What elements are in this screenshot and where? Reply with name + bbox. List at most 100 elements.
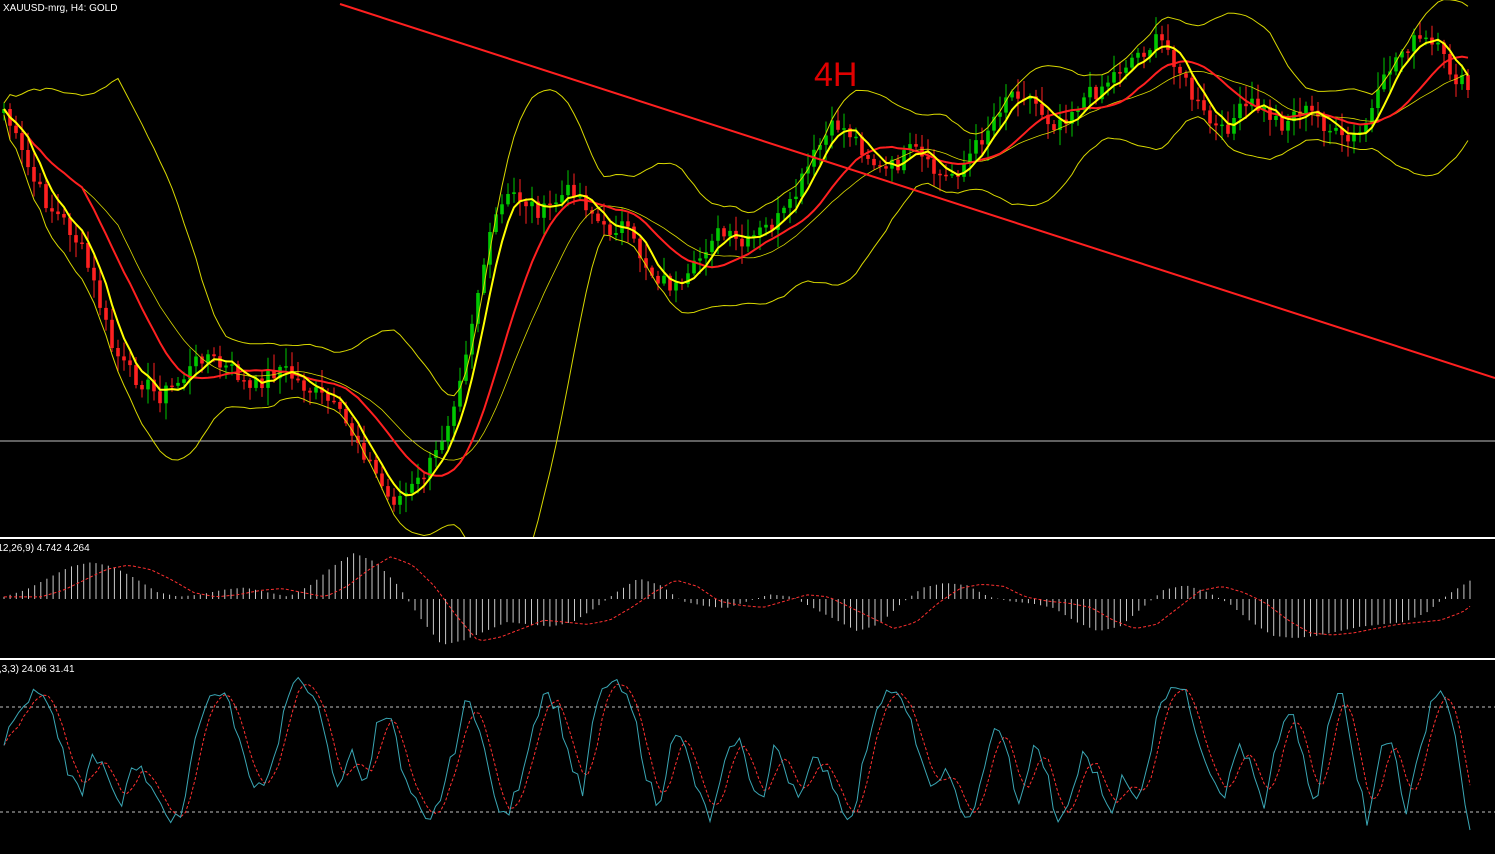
candle-body	[1148, 50, 1152, 57]
candle-body	[1394, 57, 1398, 72]
candle-body	[1082, 97, 1086, 110]
candle-body	[374, 459, 378, 474]
bollinger-upper-line	[3, 0, 1469, 397]
candle-body	[878, 165, 882, 167]
candle-body	[842, 128, 846, 130]
candle-body	[758, 227, 762, 236]
candle-body	[992, 116, 996, 131]
candle-body	[1352, 133, 1356, 142]
stochastic-main-line	[3, 676, 1471, 831]
candle-body	[1322, 116, 1326, 131]
candle-body	[140, 385, 144, 390]
chart-title: XAUUSD-mrg, H4: GOLD	[3, 3, 118, 14]
candle-body	[584, 195, 588, 211]
macd-label: (12,26,9) 4.742 4.264	[0, 543, 90, 554]
candle-body	[1028, 96, 1032, 100]
macd-canvas	[3, 553, 1471, 645]
candle-body	[1184, 73, 1188, 78]
candle-body	[170, 385, 174, 388]
candle-body	[932, 159, 936, 174]
candle-body	[1190, 77, 1194, 100]
candle-body	[1172, 49, 1176, 67]
candle-body	[302, 380, 306, 391]
candle-body	[686, 273, 690, 284]
candle-body	[128, 360, 132, 366]
candle-body	[788, 199, 792, 208]
fast-ma-line	[3, 38, 1469, 497]
candle-body	[1412, 35, 1416, 52]
candle-body	[848, 128, 852, 138]
candle-body	[1226, 124, 1230, 134]
macd-panel[interactable]: (12,26,9) 4.742 4.264	[0, 541, 1495, 658]
candle-body	[770, 224, 774, 230]
candle-body	[824, 135, 828, 145]
candle-body	[164, 385, 168, 404]
stochastic-label: (5,3,3) 24.06 31.41	[0, 664, 75, 675]
bollinger-middle-line	[3, 70, 1469, 461]
candle-body	[1418, 35, 1422, 39]
candle-body	[176, 382, 180, 386]
candle-body	[1208, 110, 1212, 124]
candle-body	[986, 130, 990, 145]
candle-body	[920, 146, 924, 157]
candle-body	[1238, 103, 1242, 118]
candle-body	[914, 144, 918, 147]
candle-body	[596, 213, 600, 222]
candle-body	[116, 348, 120, 357]
candle-body	[560, 195, 564, 203]
candle-body	[1112, 72, 1116, 83]
panel-separator[interactable]	[0, 658, 1495, 660]
candle-body	[464, 354, 468, 381]
stochastic-panel[interactable]: (5,3,3) 24.06 31.41	[0, 662, 1495, 854]
panel-separator[interactable]	[0, 537, 1495, 539]
candle-body	[92, 267, 96, 281]
candle-body	[740, 238, 744, 247]
candle-body	[446, 425, 450, 442]
candle-body	[1040, 103, 1044, 115]
candle-body	[800, 173, 804, 197]
candle-body	[152, 379, 156, 392]
candle-body	[1466, 75, 1470, 90]
candle-body	[110, 319, 114, 348]
candle-body	[332, 400, 336, 403]
candle-body	[764, 224, 768, 228]
candle-body	[1334, 127, 1338, 131]
candle-body	[1286, 121, 1290, 131]
candle-body	[1316, 110, 1320, 117]
price-chart-panel[interactable]: XAUUSD-mrg, H4: GOLD 4H	[0, 0, 1495, 537]
candle-body	[1424, 37, 1428, 40]
candle-body	[206, 354, 210, 364]
candle-body	[884, 166, 888, 169]
candle-body	[380, 473, 384, 487]
candle-body	[368, 459, 372, 462]
candle-body	[482, 264, 486, 293]
candle-body	[470, 323, 474, 355]
slow-ma-line	[3, 55, 1469, 477]
candle-body	[416, 477, 420, 484]
candle-body	[74, 235, 78, 243]
candle-body	[1346, 135, 1350, 142]
candle-body	[1100, 86, 1104, 100]
candle-body	[668, 275, 672, 291]
candle-body	[1304, 105, 1308, 116]
candle-body	[962, 163, 966, 177]
candle-body	[944, 174, 948, 177]
candle-body	[1130, 57, 1134, 68]
candle-body	[1376, 89, 1380, 108]
candle-body	[326, 392, 330, 401]
candle-body	[1244, 103, 1248, 107]
candle-body	[542, 203, 546, 218]
timeframe-annotation: 4H	[814, 56, 858, 94]
candle-body	[1436, 42, 1440, 45]
candle-body	[950, 174, 954, 176]
candle-body	[1310, 105, 1314, 111]
candle-body	[968, 153, 972, 164]
candle-body	[722, 228, 726, 237]
candle-body	[62, 214, 66, 218]
candle-body	[704, 252, 708, 259]
candle-body	[284, 366, 288, 368]
candle-body	[1370, 108, 1374, 123]
candle-body	[728, 230, 732, 237]
candle-body	[608, 224, 612, 235]
candle-body	[506, 194, 510, 205]
